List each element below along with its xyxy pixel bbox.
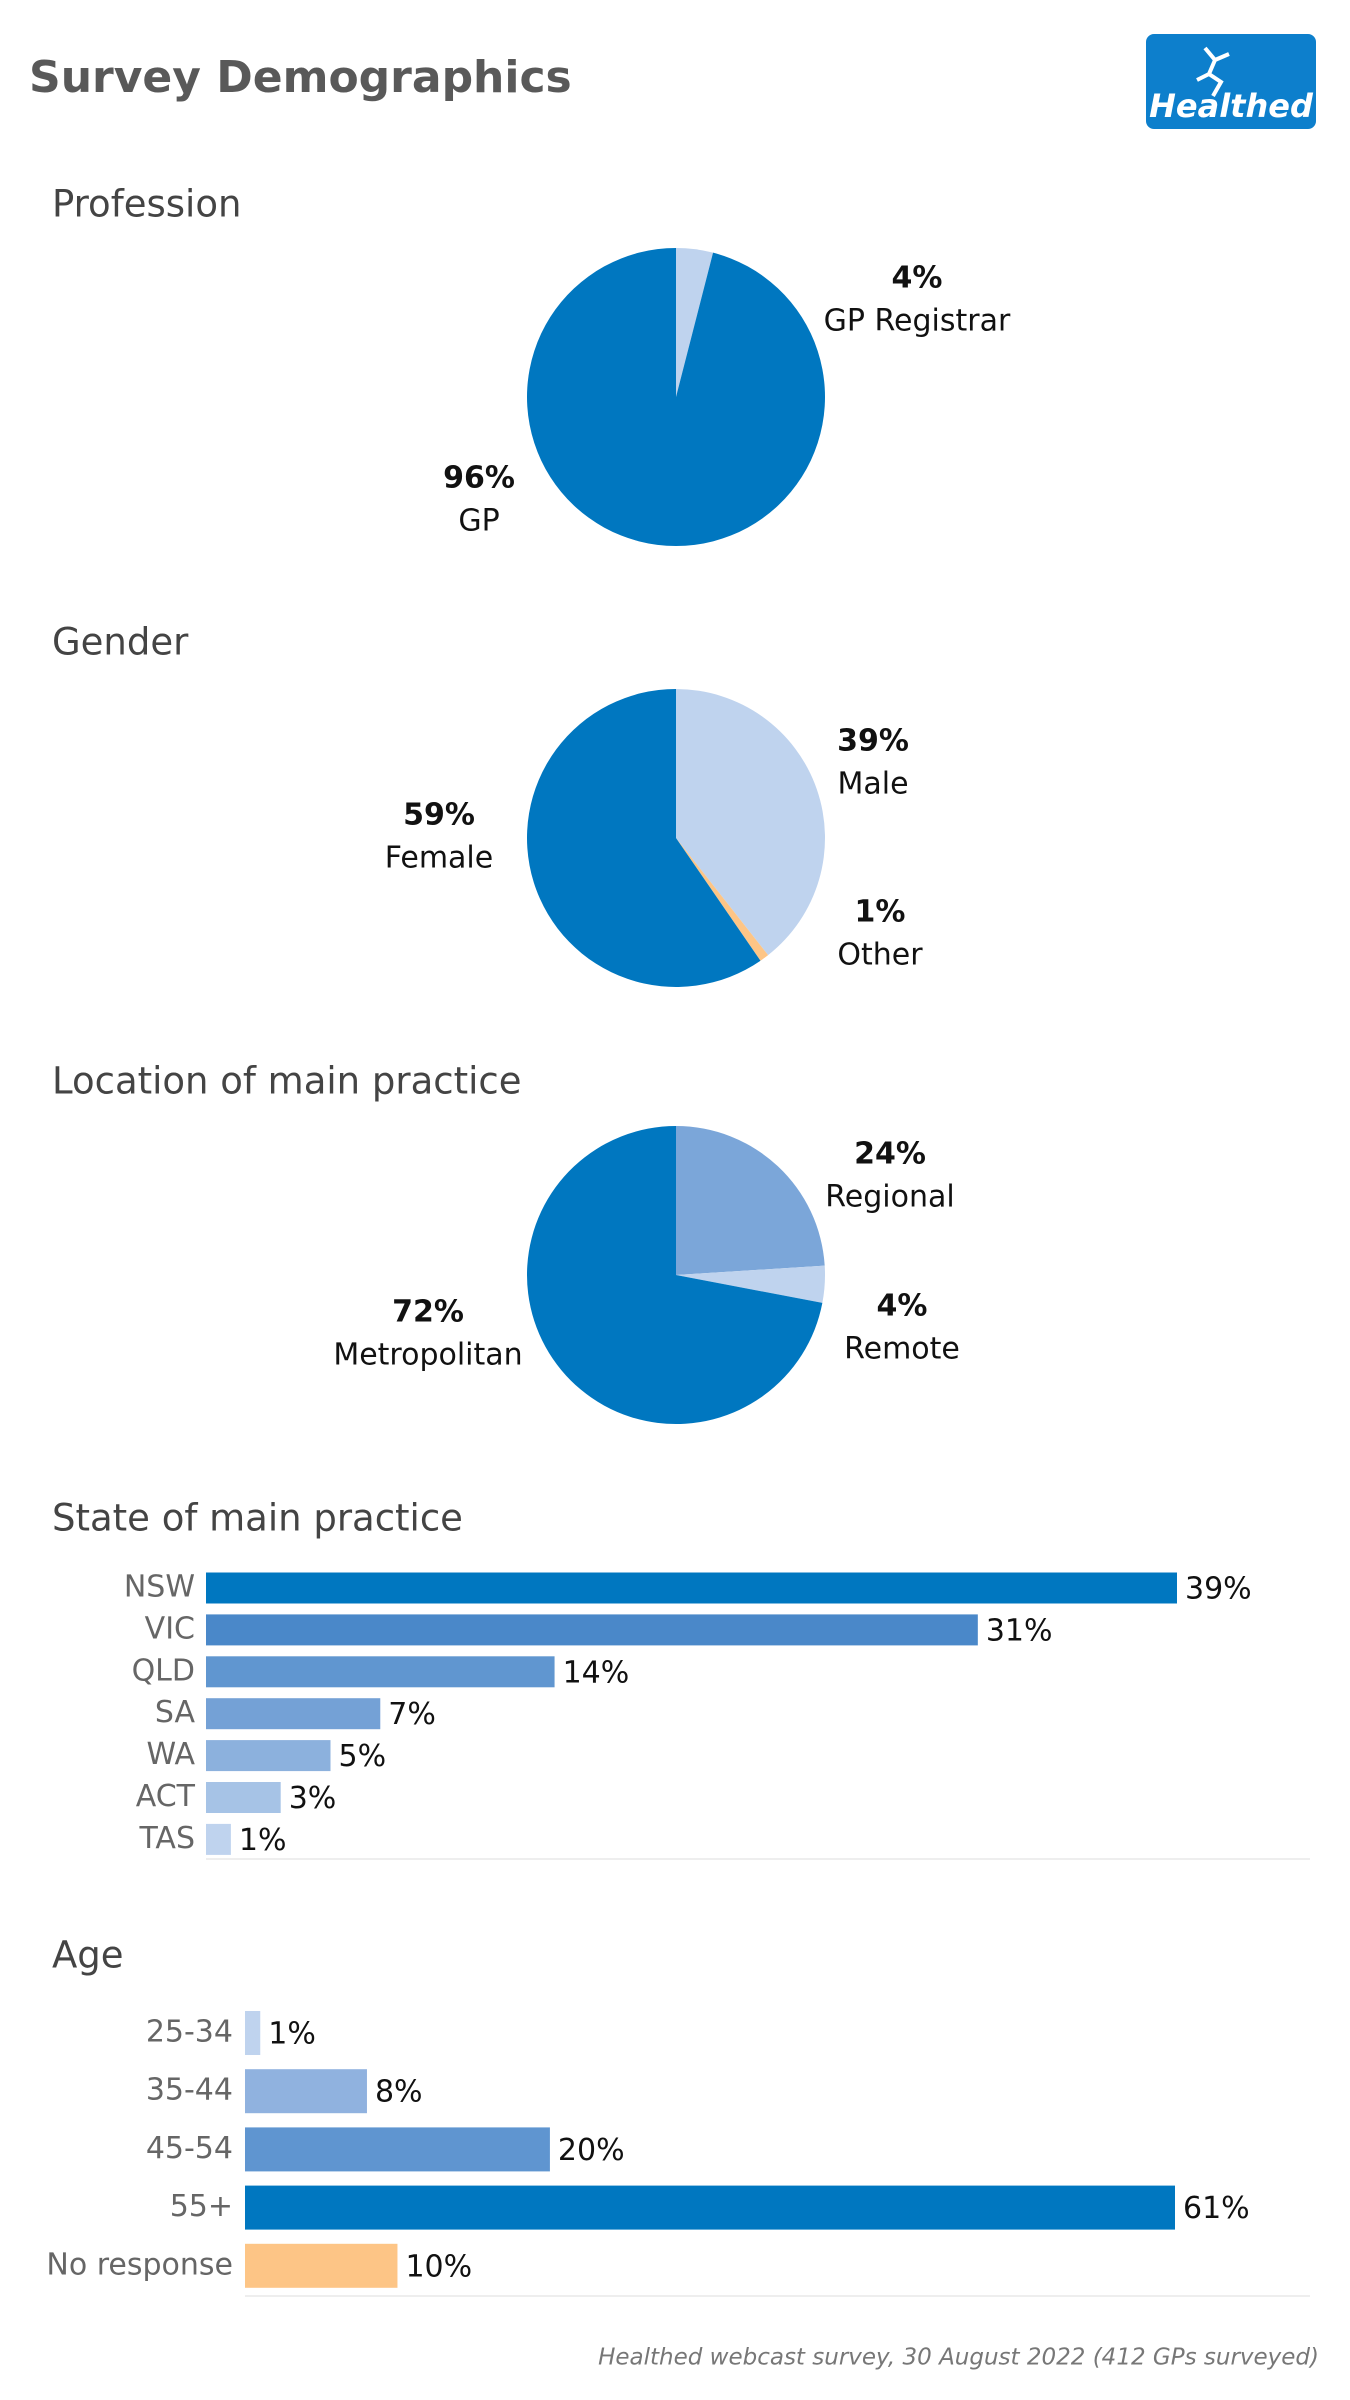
chart-title: Profession	[52, 183, 241, 226]
bar-value-label: 5%	[338, 1739, 386, 1774]
bar-category-label: SA	[155, 1695, 196, 1730]
bar	[245, 2127, 550, 2172]
bar-value-label: 10%	[405, 2249, 472, 2284]
chart-title: Location of main practice	[52, 1060, 522, 1103]
slice-value-label: 4%	[877, 1289, 928, 1324]
pie-slice	[526, 1126, 823, 1424]
chart-title: Gender	[52, 621, 189, 664]
bar-value-label: 8%	[375, 2075, 423, 2110]
bar-value-label: 61%	[1183, 2191, 1250, 2226]
bar-category-label: TAS	[138, 1821, 195, 1856]
slice-category-label: Remote	[844, 1332, 960, 1367]
slice-value-label: 4%	[892, 261, 943, 296]
chart-title: State of main practice	[52, 1497, 463, 1540]
slice-category-label: GP	[458, 504, 499, 539]
bar-value-label: 39%	[1185, 1572, 1252, 1607]
bar	[245, 2243, 398, 2288]
bar-category-label: 25-34	[146, 2015, 233, 2050]
bar-category-label: WA	[146, 1737, 195, 1772]
logo-figure	[1196, 46, 1230, 97]
pie-slice	[676, 689, 825, 956]
logo-text: Healthed	[1149, 87, 1314, 125]
pie-slice	[676, 838, 769, 961]
bar	[245, 2011, 261, 2055]
bar	[206, 1823, 231, 1855]
bar-value-label: 14%	[563, 1655, 630, 1690]
slice-category-label: GP Registrar	[824, 304, 1011, 339]
bar-value-label: 7%	[388, 1697, 436, 1732]
bar	[245, 2069, 367, 2114]
slice-value-label: 1%	[855, 895, 906, 930]
bar-value-label: 1%	[268, 2017, 316, 2052]
slice-value-label: 39%	[837, 724, 909, 759]
page-title: Survey Demographics	[29, 52, 572, 103]
pie-slice	[526, 689, 761, 987]
bar-value-label: 31%	[986, 1613, 1053, 1648]
bar	[206, 1614, 978, 1646]
bar	[206, 1740, 331, 1772]
slice-value-label: 24%	[854, 1137, 926, 1172]
slice-category-label: Metropolitan	[333, 1338, 522, 1373]
bar	[206, 1698, 381, 1730]
bar-category-label: NSW	[124, 1570, 195, 1605]
pie-slice	[676, 1126, 825, 1275]
slice-category-label: Regional	[825, 1180, 954, 1215]
chart-title: Age	[52, 1934, 124, 1977]
bar-category-label: 45-54	[146, 2131, 233, 2166]
pie-slice	[676, 248, 714, 397]
footnote: Healthed webcast survey, 30 August 2022 …	[598, 2345, 1319, 2371]
bar-value-label: 3%	[289, 1781, 337, 1816]
bar-category-label: No response	[46, 2247, 233, 2282]
logo-box	[1146, 34, 1316, 129]
bar-category-label: 55+	[170, 2189, 233, 2224]
slice-value-label: 96%	[443, 461, 515, 496]
bar-category-label: VIC	[145, 1611, 195, 1646]
slice-category-label: Female	[385, 841, 493, 876]
bar-value-label: 1%	[239, 1823, 287, 1858]
slice-category-label: Male	[837, 767, 908, 802]
slice-category-label: Other	[837, 938, 923, 973]
slice-value-label: 72%	[392, 1295, 464, 1330]
bar	[206, 1656, 555, 1688]
bar	[245, 2185, 1175, 2230]
bar	[206, 1572, 1177, 1604]
bar	[206, 1782, 281, 1813]
bar-value-label: 20%	[558, 2133, 625, 2168]
slice-value-label: 59%	[403, 798, 475, 833]
bar-category-label: ACT	[136, 1779, 196, 1814]
bar-category-label: QLD	[132, 1653, 195, 1688]
bar-category-label: 35-44	[146, 2073, 233, 2108]
pie-slice	[676, 1265, 825, 1303]
pie-slice	[527, 248, 825, 546]
